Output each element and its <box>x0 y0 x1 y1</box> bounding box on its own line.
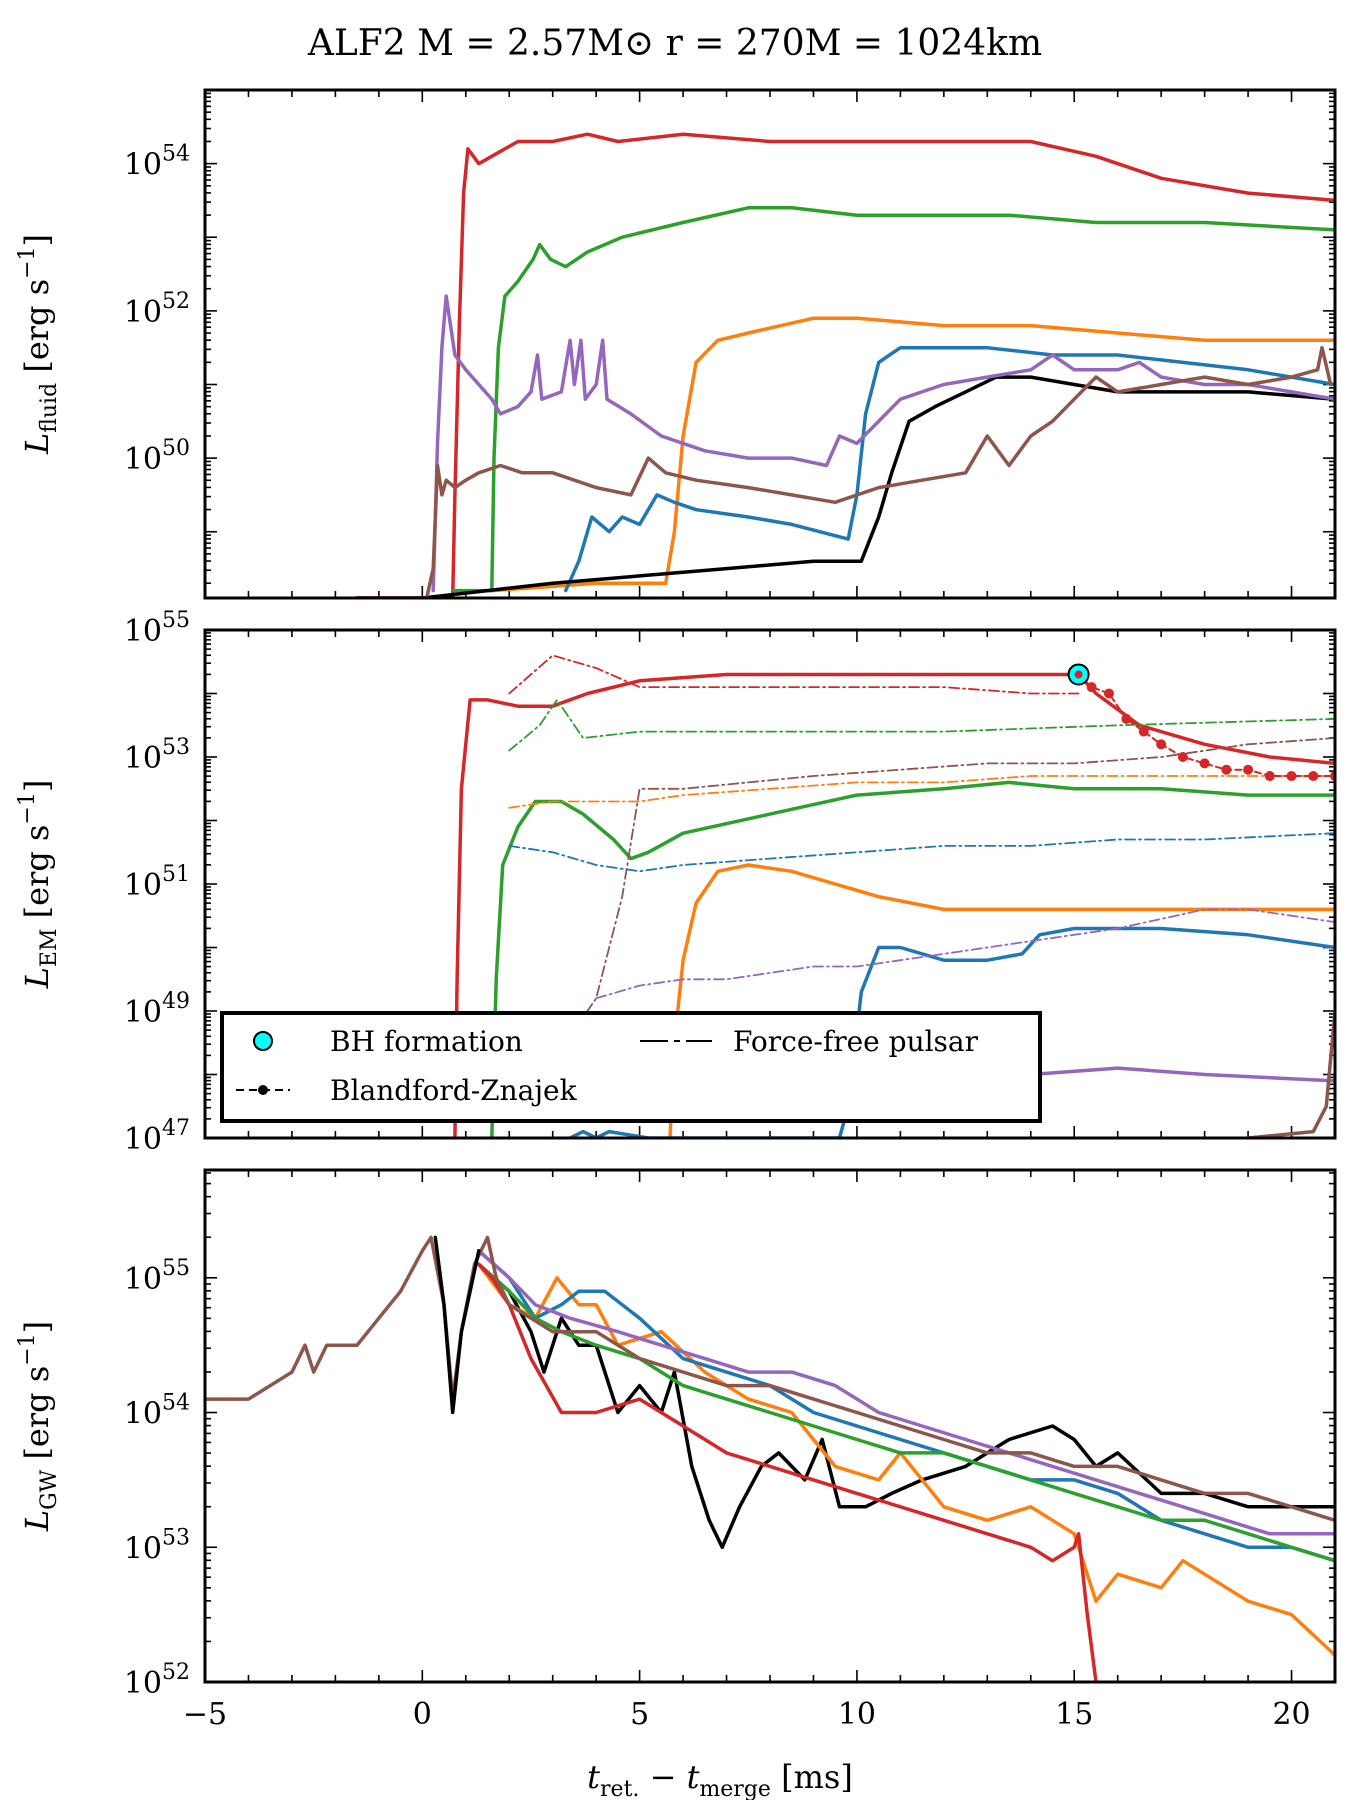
x-tick-label: 15 <box>1055 1697 1093 1732</box>
series-red <box>355 132 1335 598</box>
series-black <box>355 375 1335 598</box>
x-label-t2: t <box>687 1758 700 1796</box>
series-purple <box>431 294 1335 593</box>
y-tick-label: 1052 <box>124 1660 190 1701</box>
series-brown <box>355 345 1335 598</box>
y-tick-label: 1054 <box>124 1391 190 1432</box>
series-blue <box>563 345 1335 593</box>
bz-point <box>1086 682 1097 693</box>
y-tick-label: 1050 <box>124 436 190 477</box>
legend: BH formation Force-free pulsar Blandford… <box>220 1011 1042 1123</box>
series-green-pulsar <box>508 699 1335 752</box>
x-axis-label: tret. − tmerge [ms] <box>587 1758 853 1800</box>
axes-frame <box>203 88 1337 600</box>
bz-point <box>1243 764 1254 775</box>
y-tick-label: 1052 <box>124 289 190 330</box>
series-orange-pulsar <box>508 775 1335 809</box>
series-green <box>450 206 1335 593</box>
panel-gw: 1055 1054 1053 1052 LGW [erg s−1] −5 0 5 10 15 20 <box>15 1168 1337 1732</box>
x-tick-label: 0 <box>413 1697 432 1732</box>
series-orange <box>668 863 1335 1138</box>
axes-frame <box>203 628 1337 1140</box>
figure-title: ALF2 M = 2.57M⊙ r = 270M = 1024km <box>307 23 1042 64</box>
y-tick-label: 1053 <box>124 735 190 776</box>
series-blue <box>477 1249 1335 1563</box>
y-tick-label: 1051 <box>124 862 190 903</box>
series-blue <box>568 926 1335 1138</box>
y-tick-label: 1054 <box>124 142 190 183</box>
x-tick-label: 20 <box>1272 1697 1310 1732</box>
series-red <box>453 672 1335 1138</box>
axes-frame <box>203 1168 1337 1684</box>
bz-point <box>1221 764 1232 775</box>
y-tick-label: 1053 <box>124 1525 190 1566</box>
y-axis-label: Lfluid [erg s−1] <box>15 234 62 455</box>
y-axis-label: LGW [erg s−1] <box>15 1321 62 1532</box>
x-axis: tret. − tmerge [ms] <box>587 1758 853 1800</box>
bz-point <box>1121 713 1132 724</box>
legend-bh-label: BH formation <box>330 1025 523 1058</box>
x-tick-label: 10 <box>838 1697 876 1732</box>
y-tick-label: 1047 <box>124 1116 190 1157</box>
series-purple-pulsar <box>595 908 1335 1000</box>
x-label-t1: t <box>587 1758 600 1796</box>
x-label-mid: − <box>639 1758 686 1796</box>
bz-point <box>1177 752 1188 762</box>
series-orange <box>477 1262 1335 1657</box>
x-label-units: [ms] <box>771 1758 853 1796</box>
y-tick-label: 1049 <box>124 989 190 1030</box>
series-brown <box>1246 1009 1335 1138</box>
y-tick-label: 1055 <box>124 608 190 649</box>
series-green <box>490 780 1335 1138</box>
bz-point <box>1308 771 1319 782</box>
series-green <box>477 1262 1335 1563</box>
series-brown <box>205 1235 1335 1523</box>
bz-point <box>1104 688 1114 699</box>
bz-point <box>1138 726 1149 737</box>
legend-ffp-label: Force-free pulsar <box>733 1025 979 1058</box>
panel-em: 1055 1053 1051 1049 1047 LEM [erg s−1] <box>15 608 1337 1157</box>
x-tick-label: 5 <box>630 1697 649 1732</box>
legend-bz-marker <box>258 1085 268 1095</box>
series-black-pre <box>433 1235 481 1415</box>
series-red-pulsar <box>508 654 1080 695</box>
bz-point <box>1156 739 1167 750</box>
panel-fluid: 1054 1052 1050 Lfluid [erg s−1] <box>15 88 1337 600</box>
x-tick-label: −5 <box>183 1697 227 1732</box>
x-label-sub1: ret. <box>600 1777 639 1800</box>
y-axis-label: LEM [erg s−1] <box>15 780 62 990</box>
series-black <box>477 1262 1335 1550</box>
bh-formation-core <box>1074 670 1083 679</box>
series-orange <box>490 316 1335 593</box>
bz-point <box>1286 771 1297 782</box>
x-label-sub2: merge <box>699 1777 771 1800</box>
bz-point <box>1199 758 1210 769</box>
legend-box <box>220 1011 1042 1123</box>
series-brown-pulsar <box>551 737 1335 1063</box>
series-purple <box>477 1249 1335 1536</box>
series-red <box>477 1262 1098 1682</box>
legend-bh-marker <box>253 1031 273 1051</box>
legend-bz-label: Blandford-Znajek <box>330 1074 578 1107</box>
bz-point <box>1264 771 1275 782</box>
y-tick-label: 1055 <box>124 1256 190 1297</box>
series-blue-pulsar <box>508 832 1335 873</box>
